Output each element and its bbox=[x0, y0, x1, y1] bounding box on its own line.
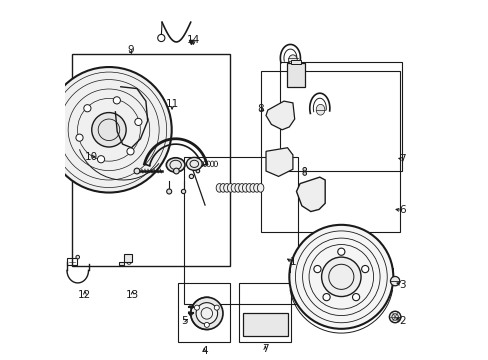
Ellipse shape bbox=[181, 189, 185, 194]
Bar bbox=[67, 258, 77, 265]
Ellipse shape bbox=[303, 172, 306, 175]
Bar bbox=[178, 283, 230, 342]
Ellipse shape bbox=[313, 265, 321, 273]
Ellipse shape bbox=[303, 167, 306, 171]
Ellipse shape bbox=[388, 311, 400, 323]
Ellipse shape bbox=[223, 184, 230, 192]
Ellipse shape bbox=[248, 314, 254, 318]
Bar bbox=[72, 54, 230, 266]
Bar bbox=[260, 71, 400, 232]
Ellipse shape bbox=[189, 163, 193, 168]
Ellipse shape bbox=[289, 225, 392, 329]
Ellipse shape bbox=[127, 148, 134, 155]
Ellipse shape bbox=[194, 305, 199, 310]
Text: 7: 7 bbox=[262, 344, 268, 354]
Text: 4: 4 bbox=[201, 346, 207, 356]
Ellipse shape bbox=[113, 97, 120, 104]
Ellipse shape bbox=[186, 157, 202, 170]
Text: 11: 11 bbox=[165, 99, 178, 109]
Ellipse shape bbox=[361, 265, 368, 273]
Ellipse shape bbox=[288, 55, 297, 65]
Text: 2: 2 bbox=[398, 316, 405, 325]
Text: 13: 13 bbox=[126, 291, 139, 301]
Ellipse shape bbox=[216, 184, 222, 192]
Ellipse shape bbox=[242, 184, 248, 192]
Ellipse shape bbox=[158, 35, 164, 41]
Ellipse shape bbox=[196, 162, 199, 166]
Polygon shape bbox=[119, 253, 131, 265]
Ellipse shape bbox=[126, 255, 131, 259]
Ellipse shape bbox=[257, 184, 264, 192]
Ellipse shape bbox=[76, 134, 83, 141]
Bar bbox=[183, 157, 298, 304]
Ellipse shape bbox=[231, 184, 237, 192]
Text: 14: 14 bbox=[186, 35, 200, 45]
Ellipse shape bbox=[83, 105, 91, 112]
Ellipse shape bbox=[76, 255, 80, 259]
Ellipse shape bbox=[352, 293, 359, 301]
Ellipse shape bbox=[238, 184, 244, 192]
Text: 6: 6 bbox=[398, 206, 405, 216]
Text: 5: 5 bbox=[181, 316, 187, 325]
Text: 10: 10 bbox=[84, 152, 98, 162]
Ellipse shape bbox=[322, 293, 329, 301]
Ellipse shape bbox=[190, 297, 223, 329]
Ellipse shape bbox=[276, 314, 282, 318]
Ellipse shape bbox=[245, 184, 252, 192]
Text: 8: 8 bbox=[257, 104, 264, 114]
Ellipse shape bbox=[234, 184, 241, 192]
Ellipse shape bbox=[220, 184, 226, 192]
Polygon shape bbox=[286, 63, 305, 87]
Text: 7: 7 bbox=[398, 154, 405, 164]
Ellipse shape bbox=[196, 169, 199, 173]
Ellipse shape bbox=[173, 168, 179, 174]
Ellipse shape bbox=[227, 184, 233, 192]
Ellipse shape bbox=[321, 257, 360, 297]
Bar bbox=[239, 283, 290, 342]
Ellipse shape bbox=[316, 104, 324, 115]
Text: 3: 3 bbox=[398, 280, 405, 290]
Ellipse shape bbox=[166, 158, 184, 172]
Ellipse shape bbox=[389, 276, 399, 286]
Text: 12: 12 bbox=[78, 291, 91, 301]
Polygon shape bbox=[265, 148, 292, 176]
Polygon shape bbox=[242, 313, 287, 336]
Ellipse shape bbox=[189, 174, 193, 179]
Polygon shape bbox=[290, 60, 301, 64]
Ellipse shape bbox=[337, 248, 344, 255]
Text: 1: 1 bbox=[289, 257, 296, 267]
Ellipse shape bbox=[166, 189, 171, 194]
Ellipse shape bbox=[92, 113, 126, 147]
Ellipse shape bbox=[46, 67, 171, 193]
Ellipse shape bbox=[126, 261, 131, 264]
Ellipse shape bbox=[249, 184, 256, 192]
Ellipse shape bbox=[204, 322, 209, 327]
Bar bbox=[280, 62, 402, 171]
Ellipse shape bbox=[196, 303, 217, 324]
Polygon shape bbox=[265, 101, 294, 130]
Ellipse shape bbox=[214, 305, 219, 310]
Polygon shape bbox=[296, 177, 325, 212]
Ellipse shape bbox=[97, 156, 104, 163]
Ellipse shape bbox=[253, 184, 260, 192]
Ellipse shape bbox=[134, 168, 140, 174]
Ellipse shape bbox=[135, 118, 142, 126]
Text: 9: 9 bbox=[127, 45, 134, 55]
